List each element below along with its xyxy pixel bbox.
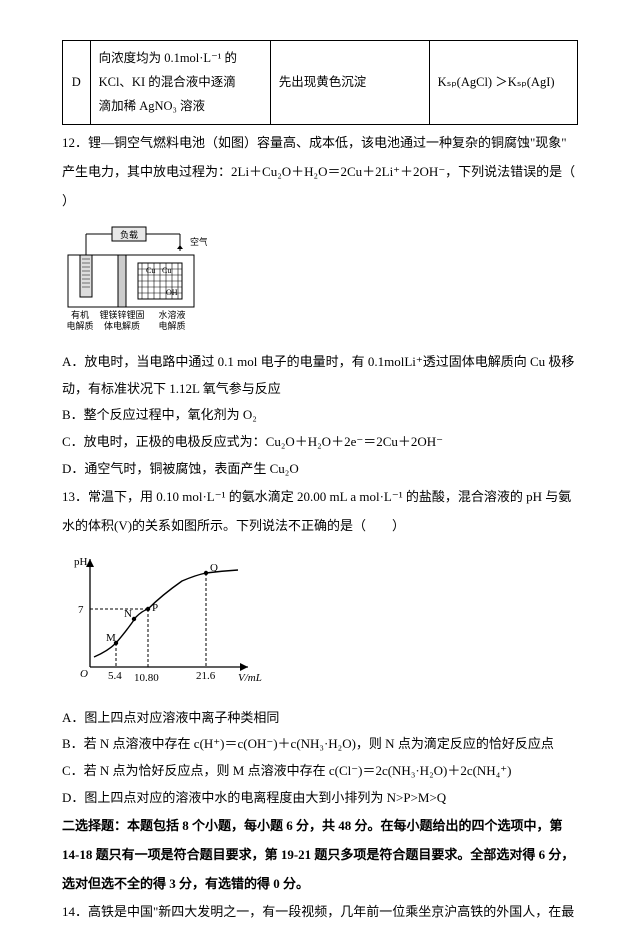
svg-text:M: M [106, 632, 116, 644]
section2-title-3: 选对但选不全的得 3 分，有选错的得 0 分。 [62, 872, 578, 897]
svg-text:V/mL: V/mL [238, 672, 262, 684]
titration-graph: pH V/mL O 7 M N P Q 5.4 10.80 21.6 [62, 549, 262, 698]
svg-text:负载: 负载 [120, 229, 138, 240]
q13-stem-1: 13．常温下，用 0.10 mol·L⁻¹ 的氨水滴定 20.00 mL a m… [62, 485, 578, 510]
svg-text:水溶液: 水溶液 [158, 309, 185, 320]
svg-text:锂镁锌锂固: 锂镁锌锂固 [99, 309, 144, 320]
q13-optB: B．若 N 点溶液中存在 c(H⁺)＝c(OH⁻)＋c(NH₃·H₂O)，则 N… [62, 732, 578, 757]
row-conclusion: Kₛₚ(AgCl) ＞Kₛₚ(AgI) [429, 41, 577, 125]
svg-text:Cu: Cu [146, 266, 155, 275]
titration-curve-icon: pH V/mL O 7 M N P Q 5.4 10.80 21.6 [62, 549, 262, 689]
q12-optA-1: A．放电时，当电路中通过 0.1 mol 电子的电量时，有 0.1molLi⁺透… [62, 350, 578, 375]
svg-text:pH: pH [74, 556, 88, 568]
svg-text:10.80: 10.80 [134, 672, 159, 684]
q12-optB: B．整个反应过程中，氧化剂为 O₂ [62, 403, 578, 428]
svg-text:空气: 空气 [190, 236, 207, 247]
row-label: D [63, 41, 91, 125]
svg-text:N: N [124, 608, 132, 620]
svg-text:7: 7 [78, 604, 84, 616]
table-row: D 向浓度均为 0.1mol·L⁻¹ 的 KCl、KI 的混合液中逐滴 滴加稀 … [63, 41, 578, 125]
q12-optA-2: 动，有标准状况下 1.12L 氧气参与反应 [62, 377, 578, 402]
svg-text:电解质: 电解质 [158, 320, 185, 331]
q13-optD: D．图上四点对应的溶液中水的电离程度由大到小排列为 N>P>M>Q [62, 786, 578, 811]
q13-optA: A．图上四点对应溶液中离子种类相同 [62, 706, 578, 731]
q13-stem-2: 水的体积(V)的关系如图所示。下列说法不正确的是（ ） [62, 514, 578, 539]
svg-text:21.6: 21.6 [196, 670, 216, 682]
battery-figure: 负载 空气 Cu Cu OH 有机 电解质 锂镁锌 [62, 223, 207, 342]
experiment-table: D 向浓度均为 0.1mol·L⁻¹ 的 KCl、KI 的混合液中逐滴 滴加稀 … [62, 40, 578, 125]
svg-text:体电解质: 体电解质 [104, 320, 140, 331]
q12-stem-2: 产生电力，其中放电过程为：2Li＋Cu₂O＋H₂O＝2Cu＋2Li⁺＋2OH⁻，… [62, 160, 578, 185]
svg-text:O: O [80, 668, 88, 680]
svg-text:P: P [152, 602, 158, 614]
q14-stem: 14．高铁是中国"新四大发明之一，有一段视频，几年前一位乘坐京沪高铁的外国人，在… [62, 900, 578, 925]
svg-text:Q: Q [210, 562, 218, 574]
battery-diagram-icon: 负载 空气 Cu Cu OH 有机 电解质 锂镁锌 [62, 223, 207, 333]
row-phenomenon: 先出现黄色沉淀 [270, 41, 429, 125]
row-operation: 向浓度均为 0.1mol·L⁻¹ 的 KCl、KI 的混合液中逐滴 滴加稀 Ag… [90, 41, 270, 125]
svg-text:电解质: 电解质 [66, 320, 93, 331]
q12-stem: 12．锂—铜空气燃料电池（如图）容量高、成本低，该电池通过一种复杂的铜腐蚀"现象… [62, 131, 578, 156]
q13-optC: C．若 N 点为恰好反应点，则 M 点溶液中存在 c(Cl⁻)＝2c(NH₃·H… [62, 759, 578, 784]
section2-title-1: 二选择题：本题包括 8 个小题，每小题 6 分，共 48 分。在每小题给出的四个… [62, 814, 578, 839]
svg-text:有机: 有机 [71, 309, 89, 320]
svg-text:Cu: Cu [162, 266, 171, 275]
svg-text:5.4: 5.4 [108, 670, 122, 682]
section2-title-2: 14-18 题只有一项是符合题目要求，第 19-21 题只多项是符合题目要求。全… [62, 843, 578, 868]
q12-optD: D．通空气时，铜被腐蚀，表面产生 Cu₂O [62, 457, 578, 482]
svg-text:OH: OH [166, 288, 178, 297]
q12-optC: C．放电时，正极的电极反应式为：Cu₂O＋H₂O＋2e⁻＝2Cu＋2OH⁻ [62, 430, 578, 455]
q12-stem-3: ） [62, 189, 578, 214]
